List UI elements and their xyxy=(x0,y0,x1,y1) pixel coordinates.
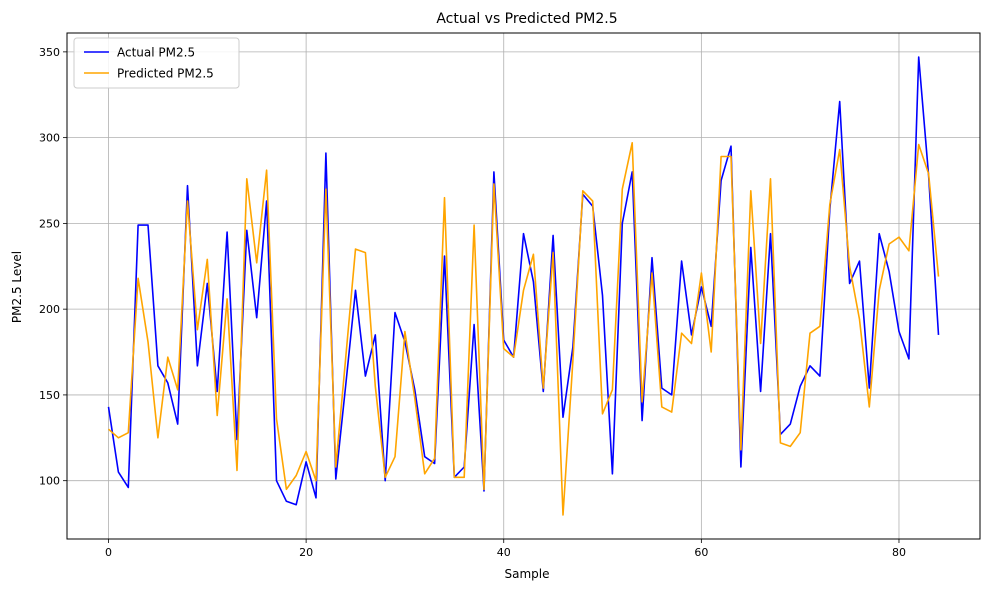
x-tick-label: 60 xyxy=(694,546,708,559)
y-axis-label: PM2.5 Level xyxy=(10,251,24,323)
series-line-actual xyxy=(107,56,940,506)
plot-frame xyxy=(66,32,981,540)
legend-label-predicted: Predicted PM2.5 xyxy=(117,67,214,81)
series-line-predicted xyxy=(107,142,940,516)
legend-box xyxy=(73,37,240,89)
legend-label-actual: Actual PM2.5 xyxy=(117,46,195,60)
x-tick-label: 0 xyxy=(105,546,112,559)
chart-title: Actual vs Predicted PM2.5 xyxy=(436,11,617,27)
x-tick-label: 80 xyxy=(892,546,906,559)
x-axis-label: Sample xyxy=(505,567,550,581)
y-tick-label: 350 xyxy=(39,46,60,59)
y-tick-label: 100 xyxy=(39,475,60,488)
y-tick-label: 200 xyxy=(39,303,60,316)
y-tick-label: 300 xyxy=(39,132,60,145)
y-tick-label: 250 xyxy=(39,217,60,230)
legend: Actual PM2.5 Predicted PM2.5 xyxy=(73,37,240,89)
grid xyxy=(67,33,980,539)
x-tick-label: 20 xyxy=(299,546,313,559)
axis-ticks: 0 20 40 60 80 100 150 200 250 300 350 xyxy=(39,46,906,559)
y-tick-label: 150 xyxy=(39,389,60,402)
series-layer xyxy=(107,56,940,516)
x-tick-label: 40 xyxy=(497,546,511,559)
